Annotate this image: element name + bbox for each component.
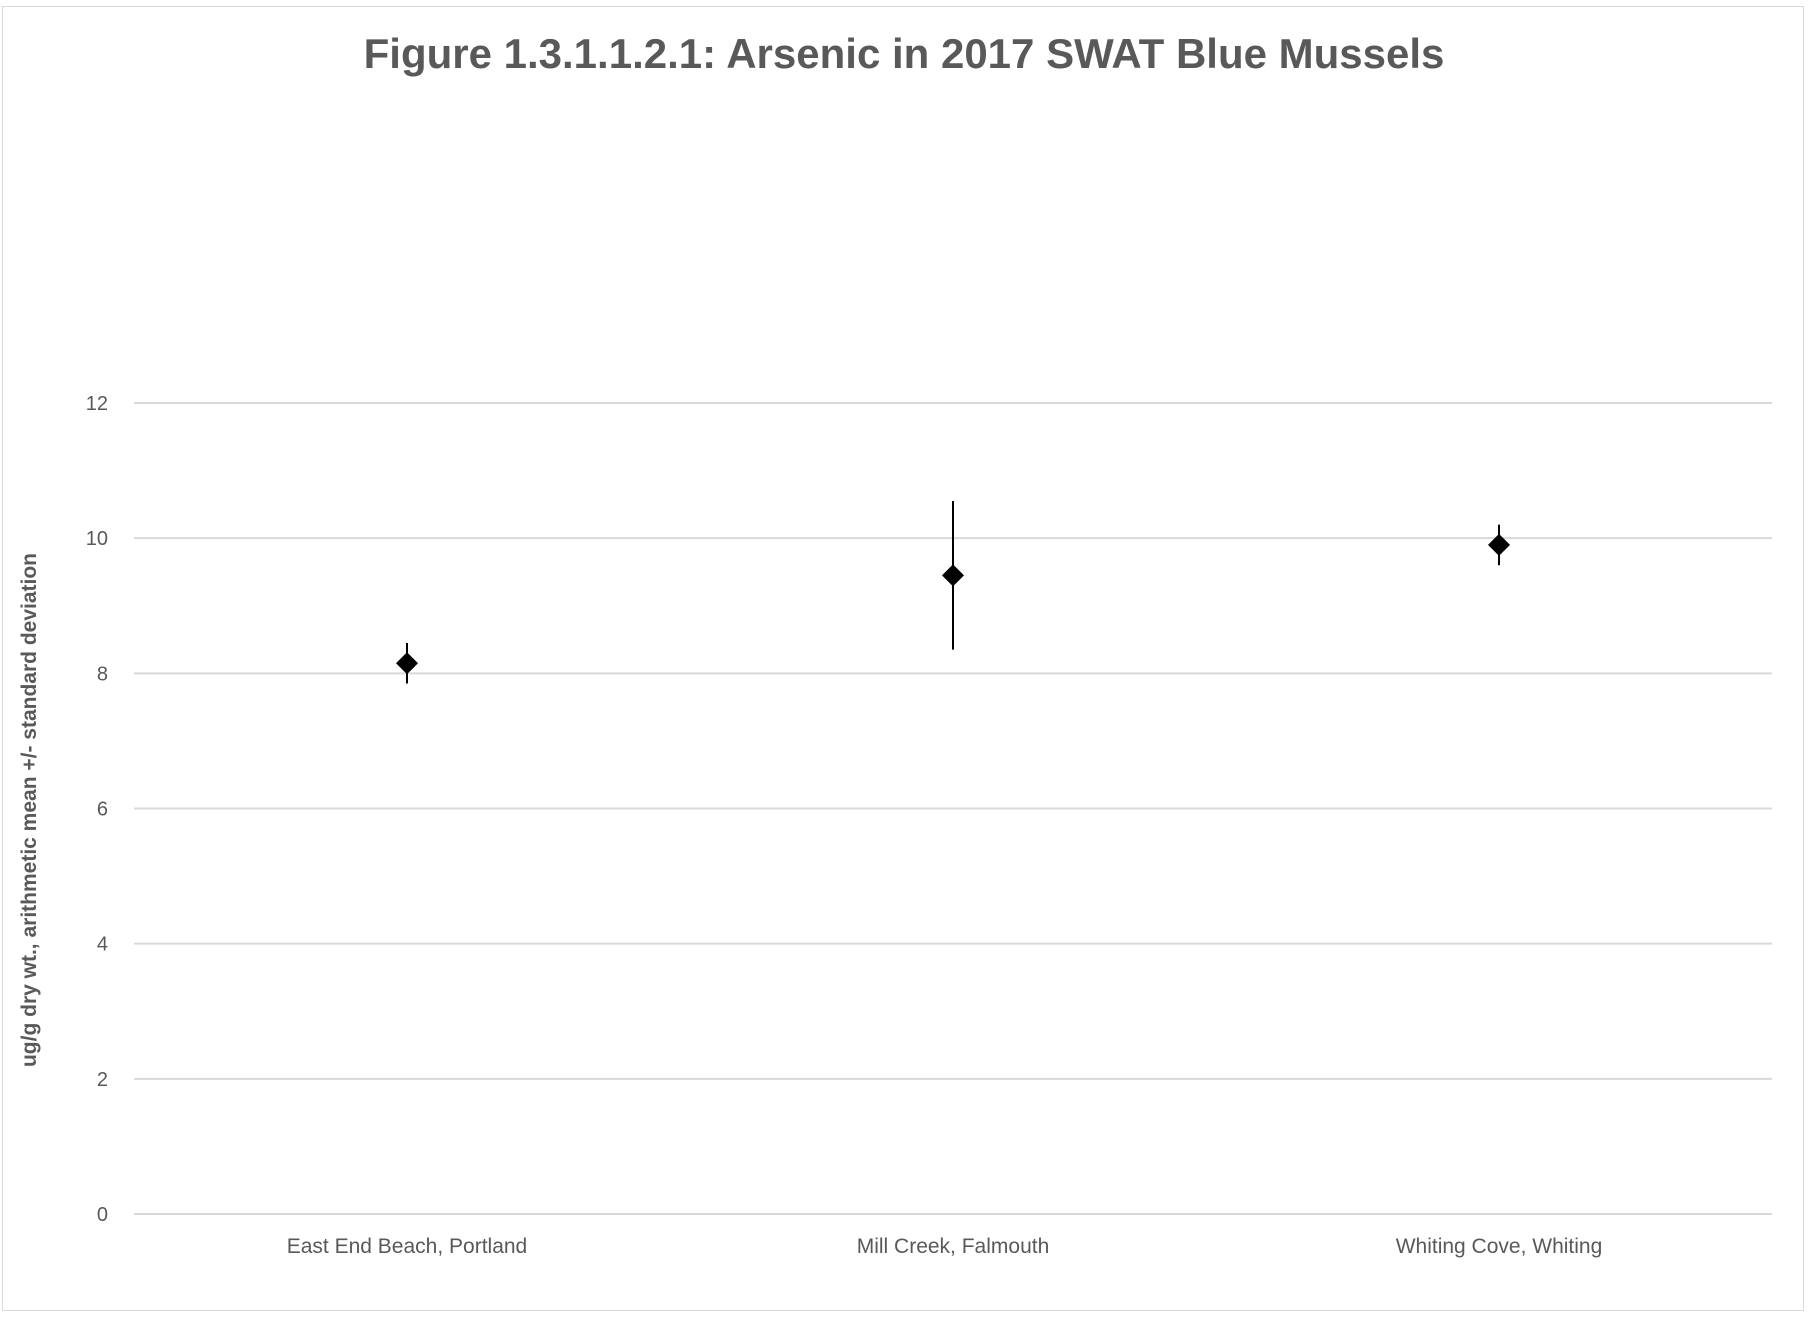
x-tick-label: Mill Creek, Falmouth: [857, 1235, 1050, 1258]
chart-title: Figure 1.3.1.1.2.1: Arsenic in 2017 SWAT…: [363, 30, 1445, 77]
x-tick-label: East End Beach, Portland: [287, 1235, 528, 1258]
chart-frame: [2, 6, 1804, 1311]
y-tick-label: 12: [86, 393, 108, 415]
data-point-marker: [1488, 533, 1510, 556]
y-tick-label: 4: [97, 934, 108, 956]
y-tick-label: 2: [97, 1069, 108, 1091]
y-tick-label: 10: [86, 528, 108, 550]
data-point-marker: [396, 652, 418, 675]
x-tick-label: Whiting Cove, Whiting: [1396, 1235, 1603, 1258]
y-tick-label: 8: [97, 663, 108, 685]
y-tick-label: 6: [97, 799, 108, 821]
data-point-marker: [942, 564, 964, 587]
y-axis-label: ug/g dry wt., arithmetic mean +/- standa…: [18, 552, 41, 1068]
y-tick-label: 0: [97, 1204, 108, 1226]
